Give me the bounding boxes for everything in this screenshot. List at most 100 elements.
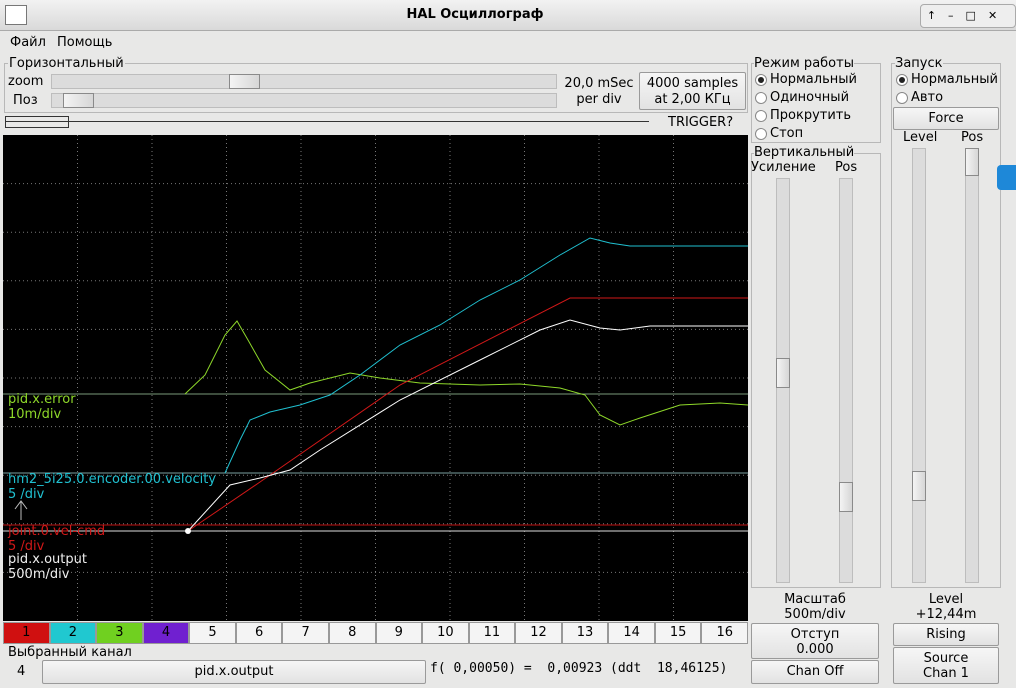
slider-thumb[interactable] xyxy=(965,148,979,176)
radio-label[interactable]: Стоп xyxy=(770,126,804,141)
trace xyxy=(187,297,748,532)
label: Усиление xyxy=(751,160,816,175)
slider-thumb[interactable] xyxy=(229,74,260,89)
button-text: Source xyxy=(923,651,969,666)
group-title: Вертикальный xyxy=(754,145,855,160)
radio[interactable] xyxy=(755,74,767,86)
menu-item[interactable]: Помощь xyxy=(57,35,113,50)
radio[interactable] xyxy=(896,74,908,86)
channel-button[interactable]: 3 xyxy=(96,622,143,644)
channel-button[interactable]: 4 xyxy=(142,622,190,644)
channel-scale: 5 /div xyxy=(8,539,45,554)
grid xyxy=(3,135,748,621)
trigger-pos-slider[interactable] xyxy=(965,148,979,583)
window-controls[interactable]: ↑–□✕ xyxy=(920,4,1016,28)
label: Level xyxy=(903,130,938,145)
level-slider[interactable] xyxy=(912,148,926,583)
chan-off-button[interactable]: Chan Off xyxy=(751,660,879,684)
offset-button[interactable]: Отступ 0.000 xyxy=(751,623,879,659)
group-title: Режим работы xyxy=(754,56,854,71)
window-icon[interactable] xyxy=(5,5,27,25)
group-title: Горизонтальный xyxy=(8,56,125,71)
selected-number: 4 xyxy=(17,664,26,679)
channel-scale: 500m/div xyxy=(8,567,70,582)
slider-thumb[interactable] xyxy=(63,93,94,108)
channel-button[interactable]: 2 xyxy=(49,622,97,644)
radio-label[interactable]: Авто xyxy=(911,90,944,105)
readout: f( 0,00050) = 0,00923 (ddt 18,46125) xyxy=(430,661,728,676)
radio[interactable] xyxy=(755,92,767,104)
group-title: Запуск xyxy=(895,56,943,71)
button-text: 4000 samples xyxy=(646,76,739,91)
slider-thumb[interactable] xyxy=(776,358,790,388)
channel-button[interactable]: 5 xyxy=(189,622,236,644)
button-text: at 2,00 КГц xyxy=(654,92,731,107)
trigger-group xyxy=(891,63,1001,588)
channel-button[interactable]: 10 xyxy=(422,622,469,644)
channel-name: pid.x.error xyxy=(8,392,76,407)
label: Pos xyxy=(961,130,984,145)
trigger-point xyxy=(185,528,191,534)
group-title: Выбранный канал xyxy=(8,645,132,660)
channel-button[interactable]: 16 xyxy=(701,622,748,644)
pos-slider[interactable] xyxy=(839,178,853,583)
radio-label[interactable]: Одиночный xyxy=(770,90,850,105)
rate: per div xyxy=(576,92,622,107)
label: Поз xyxy=(13,93,38,108)
scope-screen xyxy=(3,135,748,621)
slider-thumb[interactable] xyxy=(912,471,926,501)
button-text: 0.000 xyxy=(796,642,834,657)
zoom-slider[interactable] xyxy=(51,74,557,89)
channel-button[interactable]: 12 xyxy=(515,622,562,644)
button-text: Отступ xyxy=(790,627,840,642)
level-value: +12,44m xyxy=(915,607,977,622)
record-line xyxy=(5,121,649,122)
menu-item[interactable]: Файл xyxy=(10,35,46,50)
channel-name: hm2_5i25.0.encoder.00.velocity xyxy=(8,472,216,487)
channel-button[interactable]: 7 xyxy=(282,622,329,644)
force-button[interactable]: Force xyxy=(893,107,999,130)
channel-button[interactable]: 14 xyxy=(608,622,655,644)
label: Level xyxy=(928,592,964,607)
slider-thumb[interactable] xyxy=(839,482,853,512)
scale-value: 500m/div xyxy=(784,607,846,622)
trigger-status: TRIGGER? xyxy=(668,115,734,130)
trace xyxy=(224,237,748,474)
pos-slider[interactable] xyxy=(51,93,557,108)
record-window xyxy=(5,116,69,128)
label: Масштаб xyxy=(784,592,846,607)
rate: 20,0 mSec xyxy=(564,76,634,91)
channel-button[interactable]: 6 xyxy=(235,622,283,644)
radio[interactable] xyxy=(755,128,767,140)
channel-button[interactable]: 15 xyxy=(654,622,702,644)
horizontal-group xyxy=(4,63,748,113)
radio-label[interactable]: Нормальный xyxy=(911,72,998,87)
trace xyxy=(187,319,748,532)
channel-scale: 5 /div xyxy=(8,487,45,502)
edge-button[interactable]: Rising xyxy=(893,623,999,646)
source-button[interactable]: Source Chan 1 xyxy=(893,647,999,684)
side-widget[interactable] xyxy=(997,165,1016,190)
channel-name: joint.0.vel-cmd xyxy=(8,524,106,539)
channel-button[interactable]: 8 xyxy=(328,622,376,644)
channel-button[interactable]: 9 xyxy=(375,622,423,644)
channel-scale: 10m/div xyxy=(8,407,62,422)
radio[interactable] xyxy=(896,92,908,104)
label: Pos xyxy=(835,160,858,175)
selected-name[interactable]: pid.x.output xyxy=(42,660,426,684)
label: zoom xyxy=(8,74,44,89)
button-text: Chan 1 xyxy=(923,666,969,681)
radio-label[interactable]: Прокрутить xyxy=(770,108,852,123)
vertical-group xyxy=(751,153,881,588)
radio[interactable] xyxy=(755,110,767,122)
window-title: HAL Осциллограф xyxy=(406,7,544,22)
trigger-arrow xyxy=(14,500,28,520)
samples-button[interactable]: 4000 samples at 2,00 КГц xyxy=(639,72,746,110)
radio-label[interactable]: Нормальный xyxy=(770,72,857,87)
trace xyxy=(184,320,748,426)
channel-name: pid.x.output xyxy=(8,552,87,567)
channel-button[interactable]: 13 xyxy=(561,622,609,644)
channel-button[interactable]: 11 xyxy=(468,622,516,644)
channel-button[interactable]: 1 xyxy=(3,622,50,644)
